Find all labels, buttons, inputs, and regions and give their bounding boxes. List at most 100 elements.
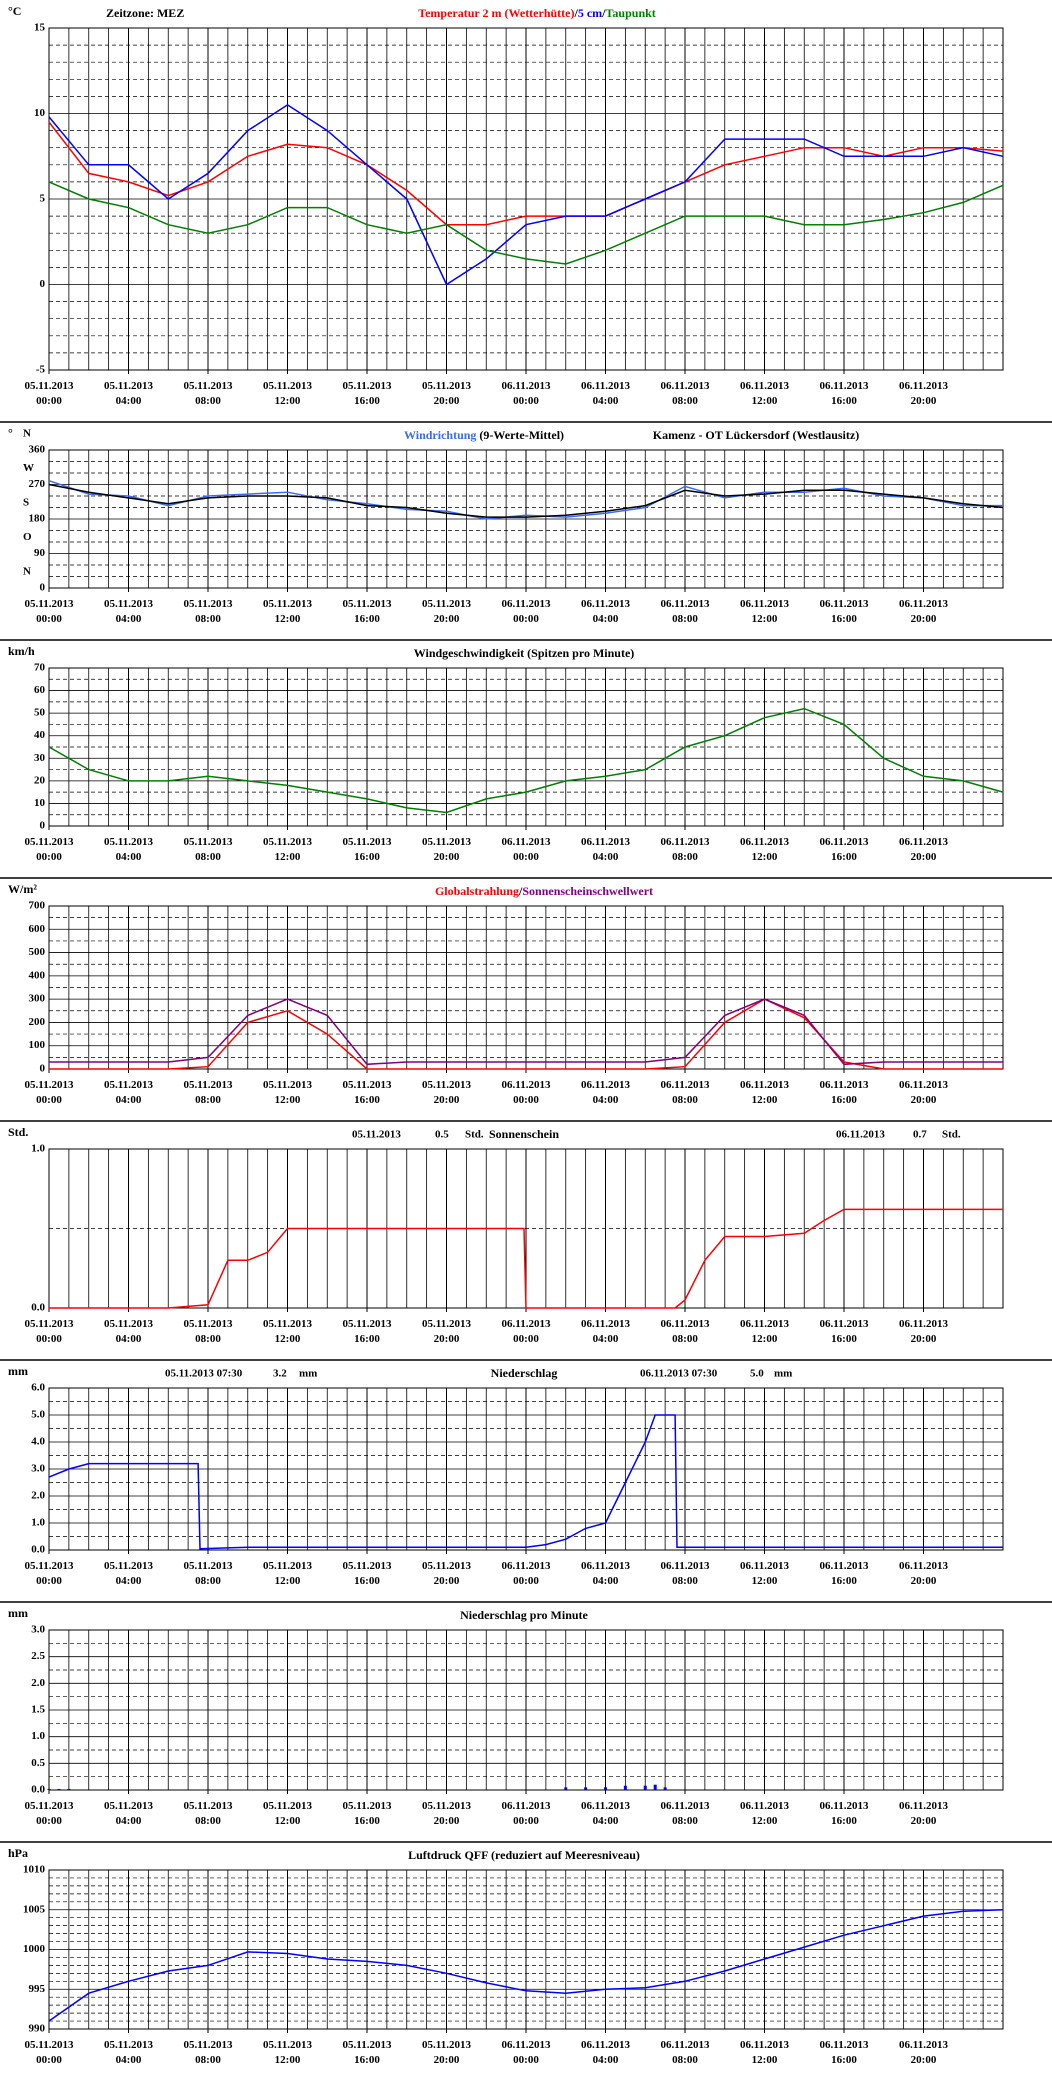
x-tick-label: 06.11.2013 12:00: [740, 1079, 789, 1106]
y-tick-label: 1005: [23, 1903, 46, 1915]
y-tick-label: 1.0: [31, 1143, 45, 1155]
series-line: [48, 1414, 1003, 1550]
y-tick-label: 70: [34, 662, 46, 674]
x-tick-label: 05.11.2013 08:00: [184, 380, 233, 407]
y-tick-label: 6.0: [31, 1382, 45, 1394]
x-tick-label: 05.11.2013 00:00: [25, 380, 74, 407]
x-tick-label: 05.11.2013 16:00: [343, 1800, 392, 1827]
x-tick-label: 05.11.2013 12:00: [263, 836, 312, 863]
legend: Windrichtung (9-Werte-Mittel): [404, 428, 564, 442]
chart-title: Niederschlag pro Minute: [460, 1608, 588, 1622]
y-tick-label: 2.5: [31, 1650, 45, 1662]
x-tick-label: 06.11.2013 16:00: [820, 836, 869, 863]
x-tick-label: 06.11.2013 00:00: [502, 598, 551, 625]
legend-entry: (9-Werte-Mittel): [479, 428, 564, 442]
x-tick-label: 05.11.2013 00:00: [25, 2039, 74, 2066]
y-tick-label: 1000: [23, 1943, 46, 1955]
y-unit: Std.: [8, 1125, 28, 1139]
x-tick-label: 05.11.2013 12:00: [263, 380, 312, 407]
y-tick-letter: N: [23, 428, 31, 440]
x-tick-label: 05.11.2013 08:00: [184, 1560, 233, 1587]
bar: [584, 1787, 588, 1790]
summary-unit: Std.: [942, 1129, 961, 1141]
y-tick-letter: O: [23, 531, 32, 543]
x-tick-label: 06.11.2013 16:00: [820, 1318, 869, 1345]
x-tick-label: 06.11.2013 12:00: [740, 598, 789, 625]
x-tick-label: 05.11.2013 04:00: [104, 836, 153, 863]
bar: [57, 1788, 61, 1790]
y-tick-label: 4.0: [31, 1436, 45, 1448]
x-tick-label: 06.11.2013 12:00: [740, 1318, 789, 1345]
x-tick-label: 05.11.2013 00:00: [25, 1800, 74, 1827]
x-tick-label: 06.11.2013 08:00: [661, 380, 710, 407]
summary-value: 0.5: [435, 1129, 449, 1141]
bar: [67, 1788, 71, 1790]
x-tick-label: 06.11.2013 08:00: [661, 2039, 710, 2066]
x-tick-label: 06.11.2013 00:00: [502, 1079, 551, 1106]
x-tick-label: 06.11.2013 00:00: [502, 1318, 551, 1345]
y-tick-label: 0.5: [31, 1757, 45, 1769]
y-tick-label: 0.0: [31, 1302, 45, 1314]
bar: [643, 1785, 647, 1790]
summary-date: 05.11.2013: [352, 1129, 401, 1141]
y-tick-label: 90: [34, 547, 46, 559]
y-tick-label: 990: [29, 2023, 46, 2035]
y-tick-label: 10: [34, 107, 46, 119]
x-tick-label: 05.11.2013 08:00: [184, 836, 233, 863]
x-tick-label: 05.11.2013 08:00: [184, 598, 233, 625]
x-tick-label: 05.11.2013 12:00: [263, 2039, 312, 2066]
y-tick-label: 5.0: [31, 1409, 45, 1421]
chart-title: Sonnenschein: [489, 1127, 559, 1141]
x-tick-label: 05.11.2013 20:00: [422, 1800, 471, 1827]
x-tick-label: 06.11.2013 04:00: [581, 836, 630, 863]
x-tick-label: 05.11.2013 16:00: [343, 836, 392, 863]
x-tick-label: 05.11.2013 20:00: [422, 1079, 471, 1106]
y-tick-label: 1.0: [31, 1730, 45, 1742]
x-tick-label: 05.11.2013 04:00: [104, 1560, 153, 1587]
y-tick-label: 0.0: [31, 1784, 45, 1796]
x-tick-label: 05.11.2013 20:00: [422, 380, 471, 407]
x-tick-label: 05.11.2013 00:00: [25, 1560, 74, 1587]
series-line: [48, 181, 1004, 265]
x-tick-label: 06.11.2013 16:00: [820, 2039, 869, 2066]
x-tick-label: 06.11.2013 20:00: [899, 1560, 948, 1587]
y-tick-label: -5: [36, 364, 46, 376]
y-tick-label: 1010: [23, 1864, 46, 1876]
y-tick-label: 40: [34, 729, 46, 741]
x-tick-label: 06.11.2013 12:00: [740, 2039, 789, 2066]
legend-entry: Globalstrahlung: [435, 884, 519, 898]
bar: [653, 1784, 657, 1790]
y-unit: W/m²: [8, 882, 37, 896]
x-tick-label: 06.11.2013 16:00: [820, 380, 869, 407]
summary-date: 05.11.2013 07:30: [165, 1368, 243, 1380]
bar: [623, 1785, 627, 1790]
x-tick-label: 05.11.2013 16:00: [343, 1079, 392, 1106]
x-tick-label: 05.11.2013 20:00: [422, 836, 471, 863]
x-tick-label: 05.11.2013 00:00: [25, 836, 74, 863]
x-tick-label: 06.11.2013 12:00: [740, 836, 789, 863]
y-tick-label: 995: [29, 1983, 46, 1995]
summary-unit: Std.: [465, 1129, 484, 1141]
y-unit: °: [8, 426, 13, 440]
x-tick-label: 05.11.2013 12:00: [263, 1318, 312, 1345]
x-tick-label: 06.11.2013 08:00: [661, 1079, 710, 1106]
x-tick-label: 06.11.2013 20:00: [899, 1079, 948, 1106]
x-tick-label: 05.11.2013 08:00: [184, 1079, 233, 1106]
x-tick-label: 06.11.2013 20:00: [899, 1318, 948, 1345]
y-tick-label: 0: [40, 820, 46, 832]
y-tick-label: 0.0: [31, 1544, 45, 1556]
summary-value: 5.0: [750, 1368, 764, 1380]
bar: [604, 1787, 607, 1790]
x-tick-label: 06.11.2013 20:00: [899, 836, 948, 863]
series-line: [48, 483, 1004, 518]
bar: [47, 1788, 51, 1790]
legend-separator: /: [518, 884, 523, 898]
x-tick-label: 06.11.2013 08:00: [661, 1800, 710, 1827]
x-tick-label: 06.11.2013 00:00: [502, 1800, 551, 1827]
x-tick-label: 06.11.2013 04:00: [581, 380, 630, 407]
x-tick-label: 06.11.2013 20:00: [899, 598, 948, 625]
y-unit: °C: [8, 4, 21, 18]
series-line: [48, 707, 1004, 814]
y-tick-label: 15: [34, 22, 46, 34]
